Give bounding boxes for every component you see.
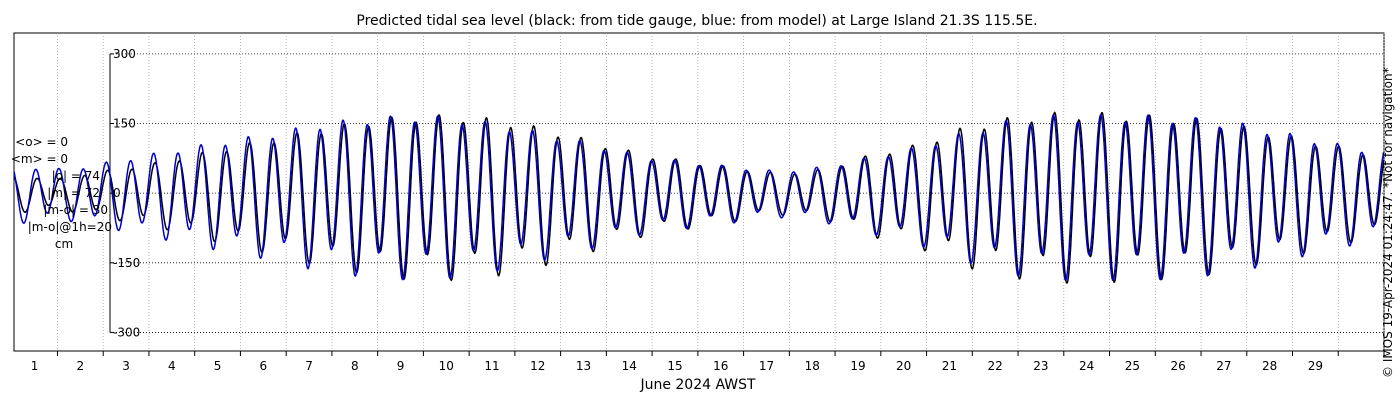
x-axis: 1 2 3 4 5 6 7 8 9 10 11 12 13 14 15 16 17 18 19 20 21 22 23 24 2… [31, 351, 1385, 373]
stat-abs-diff: |m-o| = 30 [43, 203, 108, 217]
y-tick-label: 0 [113, 186, 121, 200]
stat-mean-obs: <o> = 0 [15, 135, 68, 149]
y-axis: 300 150 0 -150 -300 [109, 47, 140, 339]
x-tick-label: 21 [942, 359, 957, 373]
x-tick-label: 12 [530, 359, 545, 373]
stats-box: <o> = 0 <m> = 0 |o| = 74 |m| = 72 |m-o| … [11, 135, 112, 251]
copyright-watermark: © IMOS 19-Apr-2024 01:24:47. *Not for na… [1381, 67, 1395, 378]
x-tick-label: 19 [850, 359, 865, 373]
y-tick-label: -300 [113, 325, 140, 339]
x-tick-label: 8 [351, 359, 359, 373]
x-axis-label: June 2024 AWST [639, 377, 756, 393]
y-tick-label: -150 [113, 256, 140, 270]
x-tick-label: 17 [759, 359, 774, 373]
x-tick-label: 11 [484, 359, 499, 373]
x-tick-label: 13 [576, 359, 591, 373]
x-tick-label: 7 [305, 359, 313, 373]
y-tick-label: 300 [113, 47, 136, 61]
x-tick-label: 5 [214, 359, 222, 373]
x-tick-label: 4 [168, 359, 176, 373]
x-tick-label: 20 [896, 359, 911, 373]
stat-abs-obs: |o| = 74 [52, 169, 100, 183]
stat-abs-model: |m| = 72 [47, 186, 100, 200]
x-tick-label: 2 [77, 359, 85, 373]
x-tick-label: 15 [667, 359, 682, 373]
x-tick-label: 23 [1033, 359, 1048, 373]
x-tick-label: 27 [1216, 359, 1231, 373]
stat-mean-model: <m> = 0 [11, 152, 68, 166]
x-tick-label: 14 [622, 359, 637, 373]
stat-units: cm [55, 237, 73, 251]
chart-title: Predicted tidal sea level (black: from t… [356, 13, 1037, 29]
x-tick-label: 25 [1125, 359, 1140, 373]
x-tick-label: 6 [259, 359, 267, 373]
series-line-model [13, 113, 1385, 282]
x-tick-label: 9 [397, 359, 405, 373]
x-tick-label: 10 [439, 359, 454, 373]
x-tick-label: 1 [31, 359, 39, 373]
x-tick-label: 29 [1308, 359, 1323, 373]
grid-lines [57, 33, 1385, 351]
stat-abs-diff-1h: |m-o|@1h=20 [28, 220, 112, 234]
x-tick-label: 18 [805, 359, 820, 373]
y-tick-label: 150 [113, 117, 136, 131]
x-tick-label: 16 [713, 359, 728, 373]
series-lines [13, 111, 1385, 285]
x-tick-label: 28 [1262, 359, 1277, 373]
x-tick-label: 22 [988, 359, 1003, 373]
x-tick-label: 26 [1171, 359, 1186, 373]
x-tick-label: 24 [1079, 359, 1094, 373]
x-tick-label: 3 [122, 359, 130, 373]
